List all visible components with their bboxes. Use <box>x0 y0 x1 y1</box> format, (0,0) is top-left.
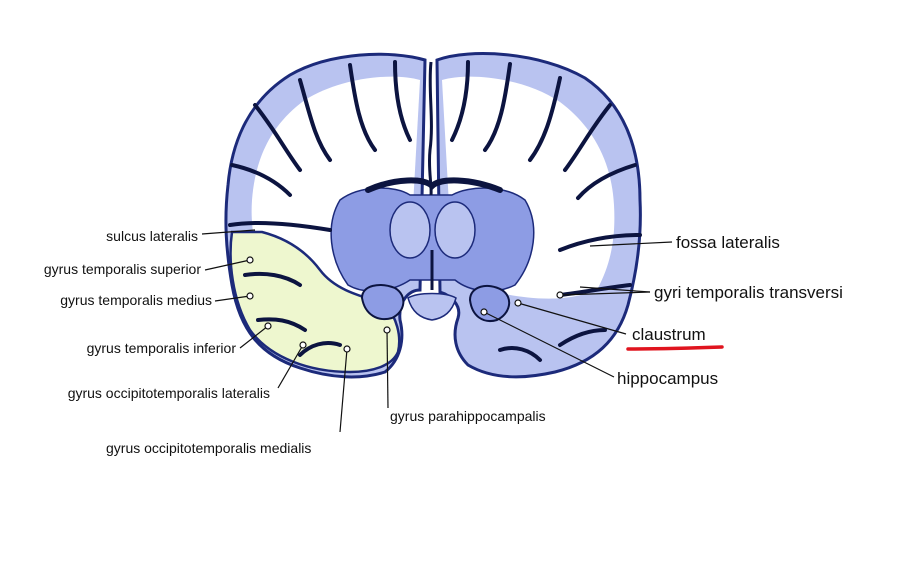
leader-lines <box>201 229 673 433</box>
label-markers <box>246 256 564 353</box>
left-hippocampus <box>360 284 405 320</box>
label-claustrum: claustrum <box>632 325 706 344</box>
label-hippocampus: hippocampus <box>617 369 718 388</box>
longitudinal-fissure <box>427 61 433 196</box>
label-sulcus-lateralis: sulcus lateralis <box>106 228 198 244</box>
claustrum-red-underline <box>626 345 724 351</box>
brain-section <box>224 52 642 379</box>
right-sulci <box>450 60 642 362</box>
label-gyri-temporalis-transversi: gyri temporalis transversi <box>654 283 843 302</box>
label-fossa-lateralis: fossa lateralis <box>676 233 780 252</box>
left-sulci <box>228 60 412 357</box>
left-temporal-lobe-highlight <box>229 230 401 374</box>
right-hippocampus <box>468 284 511 322</box>
optic-chiasm <box>407 292 457 321</box>
label-gyrus-temporalis-medius: gyrus temporalis medius <box>60 292 212 308</box>
left-thalamus <box>389 201 431 259</box>
right-thalamus <box>434 201 476 259</box>
label-gyrus-parahippocampalis: gyrus parahippocampalis <box>390 408 546 424</box>
label-gyrus-temporalis-inferior: gyrus temporalis inferior <box>87 340 237 356</box>
deep-nuclei <box>330 187 535 292</box>
label-gyrus-temporalis-superior: gyrus temporalis superior <box>44 261 202 277</box>
label-gyrus-occipitotemporalis-medialis: gyrus occipitotemporalis medialis <box>106 440 311 456</box>
label-gyrus-occipitotemporalis-lateralis: gyrus occipitotemporalis lateralis <box>68 385 270 401</box>
